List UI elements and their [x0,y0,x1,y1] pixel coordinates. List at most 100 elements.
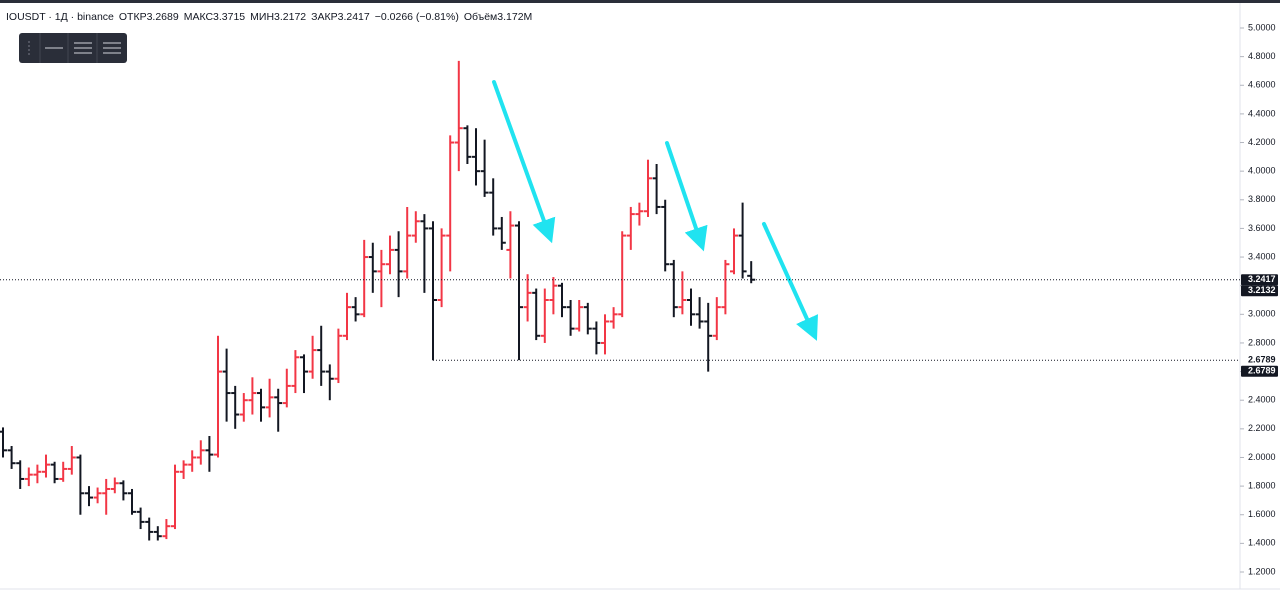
ohlc-bar [59,461,68,482]
ohlc-bar [532,288,541,341]
y-tick-label: 2.8000 [1248,337,1276,347]
ohlc-bar [334,328,343,384]
ohlc-bar [222,348,231,422]
header: IOUSDT · 1Д · binance ОТКР3.2689 МАКС3.371… [6,11,532,23]
ohlc-bar [515,221,523,361]
header-item: ОТКР3.2689 [119,11,179,23]
ohlc-bar [265,378,274,418]
header-item: −0.0266 (−0.81%) [375,11,459,23]
ohlc-bar [42,454,50,478]
ohlc-bar [377,249,386,308]
header-item: МИН3.2172 [250,11,306,23]
ohlc-bar [480,139,489,197]
ohlc-bar [704,302,713,372]
ohlc-bar [669,259,678,318]
ohlc-bar [257,388,265,422]
y-tick-label: 3.6000 [1248,223,1276,233]
ohlc-bar [128,488,136,515]
ohlc-bar [730,228,738,275]
price-label-box [1241,365,1278,377]
ohlc-bar [162,519,171,540]
ohlc-bar [119,480,128,501]
ohlc-bar [411,211,420,243]
ohlc-bar [463,125,472,164]
ohlc-bar [687,288,695,326]
ohlc-bar [540,288,549,343]
ohlc-bar [489,178,498,236]
ohlc-bar [661,199,670,272]
ohlc-bar [196,440,205,465]
y-tick-label: 2.0000 [1248,452,1276,462]
ohlc-bar [205,436,214,472]
ohlc-bar [601,314,609,355]
y-tick-label: 3.4000 [1248,251,1276,261]
ohlc-bar [274,388,283,432]
ohlc-bar [506,211,515,279]
ohlc-bar [24,467,33,487]
ohlc-bar [678,271,687,315]
ohlc-bar [609,307,618,329]
ohlc-bar [239,393,248,422]
ohlc-bar [437,228,446,308]
ohlc-bar [618,231,627,318]
ohlc-bar [626,206,635,250]
price-label-box [1241,285,1278,297]
ohlc-bar [102,478,111,515]
ohlc-bar [394,231,403,298]
ohlc-bar [33,464,42,484]
ohlc-bar [145,517,154,541]
ohlc-bar [635,202,644,226]
ohlc-bar [429,221,437,361]
ohlc-bar [308,335,317,379]
header-item: ЗАКР3.2417 [311,11,370,23]
ohlc-bar [291,350,300,394]
ohlc-bar [351,297,360,322]
ohlc-bar [248,377,257,415]
ohlc-bar [738,202,747,279]
ohlc-bar [523,274,532,322]
ohlc-bar [76,454,85,515]
ohlc-bar [420,214,429,293]
ohlc-bar [575,300,584,332]
y-tick-label: 4.0000 [1248,166,1276,176]
ohlc-bar [360,239,369,318]
ohlc-bar [188,450,197,472]
ohlc-bar [282,368,291,408]
arrows [492,80,818,341]
ohlc-bar [67,446,76,475]
ohlc-bar [7,446,16,469]
ohlc-bar [566,300,575,336]
ohlc-bar [644,159,652,217]
ohlc-bar [549,277,558,315]
ohlc-bar [497,216,506,250]
ohlc-bar [343,292,351,341]
ohlc-bar [454,60,463,172]
ohlc-bar [93,487,102,504]
ohlc-bar [712,297,721,341]
y-tick-label: 1.6000 [1248,509,1276,519]
ohlc-bar [171,464,179,530]
ohlc-bar [325,364,334,401]
ohlc-bar [85,486,93,507]
y-tick-label: 1.2000 [1248,566,1276,576]
ohlc-bar [558,282,566,318]
y-tick-label: 3.0000 [1248,309,1276,319]
ohlc-bar [386,235,394,275]
ohlc-bar [300,354,308,394]
ohlc-bar [403,206,412,279]
ohlc-bar [446,135,455,272]
y-tick-label: 4.8000 [1248,51,1276,61]
ohlc-bar [695,297,704,329]
ohlc-bar [110,477,119,494]
ohlc-bar [179,460,188,479]
ohlc-bar [583,302,592,335]
price-label-box [1241,274,1278,286]
ohlc-bar [0,427,7,458]
ohlc-bar [153,526,162,541]
price-label: 2.6789 [1248,366,1276,376]
y-tick-label: 3.8000 [1248,194,1276,204]
toolbar[interactable] [19,33,127,63]
ohlc-bar [592,321,601,355]
ohlc-bar [721,259,730,315]
